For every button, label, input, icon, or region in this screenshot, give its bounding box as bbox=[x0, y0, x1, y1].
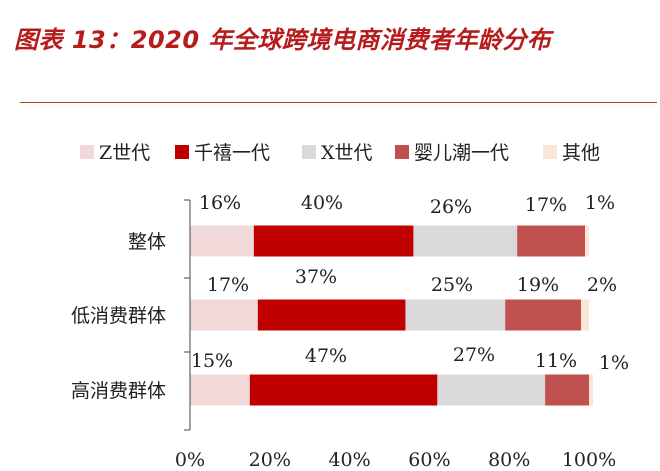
bar-segment bbox=[413, 225, 518, 257]
bar-segment bbox=[581, 299, 589, 331]
data-label: 11% bbox=[535, 350, 577, 372]
bar-segment bbox=[585, 225, 589, 257]
x-tick-label: 20% bbox=[249, 449, 291, 471]
data-label: 2% bbox=[587, 274, 617, 296]
bar-segment bbox=[545, 374, 589, 406]
bar-segment bbox=[405, 299, 506, 331]
data-label: 47% bbox=[305, 345, 347, 367]
legend-swatch bbox=[302, 145, 316, 159]
bar-segment bbox=[190, 225, 254, 257]
title-divider bbox=[20, 102, 657, 103]
data-label: 37% bbox=[295, 266, 337, 288]
data-label: 25% bbox=[431, 274, 473, 296]
data-label: 26% bbox=[430, 196, 472, 218]
bar-segment bbox=[257, 299, 406, 331]
legend-label: X世代 bbox=[321, 142, 373, 164]
x-tick-label: 100% bbox=[562, 449, 616, 471]
x-tick-label: 80% bbox=[488, 449, 530, 471]
bar-segment bbox=[249, 374, 438, 406]
category-label: 低消费群体 bbox=[71, 305, 166, 327]
bar-segment bbox=[253, 225, 414, 257]
x-tick-label: 40% bbox=[328, 449, 370, 471]
data-label: 16% bbox=[199, 192, 241, 214]
x-tick-label: 0% bbox=[175, 449, 205, 471]
data-label: 17% bbox=[207, 274, 249, 296]
data-label: 19% bbox=[517, 274, 559, 296]
bar-segment bbox=[190, 374, 250, 406]
category-label: 高消费群体 bbox=[71, 380, 166, 402]
legend-swatch bbox=[395, 145, 409, 159]
bar-segment bbox=[190, 299, 258, 331]
legend-swatch bbox=[543, 145, 557, 159]
data-label: 17% bbox=[525, 194, 567, 216]
chart-title: 图表 13：2020 年全球跨境电商消费者年龄分布 bbox=[14, 26, 552, 54]
bar-segment bbox=[437, 374, 546, 406]
data-label: 40% bbox=[301, 192, 343, 214]
legend-label: 千禧一代 bbox=[194, 142, 270, 164]
legend-label: Z世代 bbox=[99, 142, 150, 164]
data-label: 1% bbox=[599, 352, 629, 374]
data-label: 27% bbox=[453, 344, 495, 366]
x-tick-label: 60% bbox=[408, 449, 450, 471]
bar-segment bbox=[505, 299, 582, 331]
legend-label: 其他 bbox=[562, 142, 600, 164]
data-label: 15% bbox=[191, 350, 233, 372]
bar-segment bbox=[589, 374, 593, 406]
legend-label: 婴儿潮一代 bbox=[414, 142, 509, 164]
data-label: 1% bbox=[585, 192, 615, 214]
category-label: 整体 bbox=[128, 231, 166, 253]
bar-segment bbox=[517, 225, 586, 257]
legend-swatch bbox=[175, 145, 189, 159]
legend-swatch bbox=[80, 145, 94, 159]
